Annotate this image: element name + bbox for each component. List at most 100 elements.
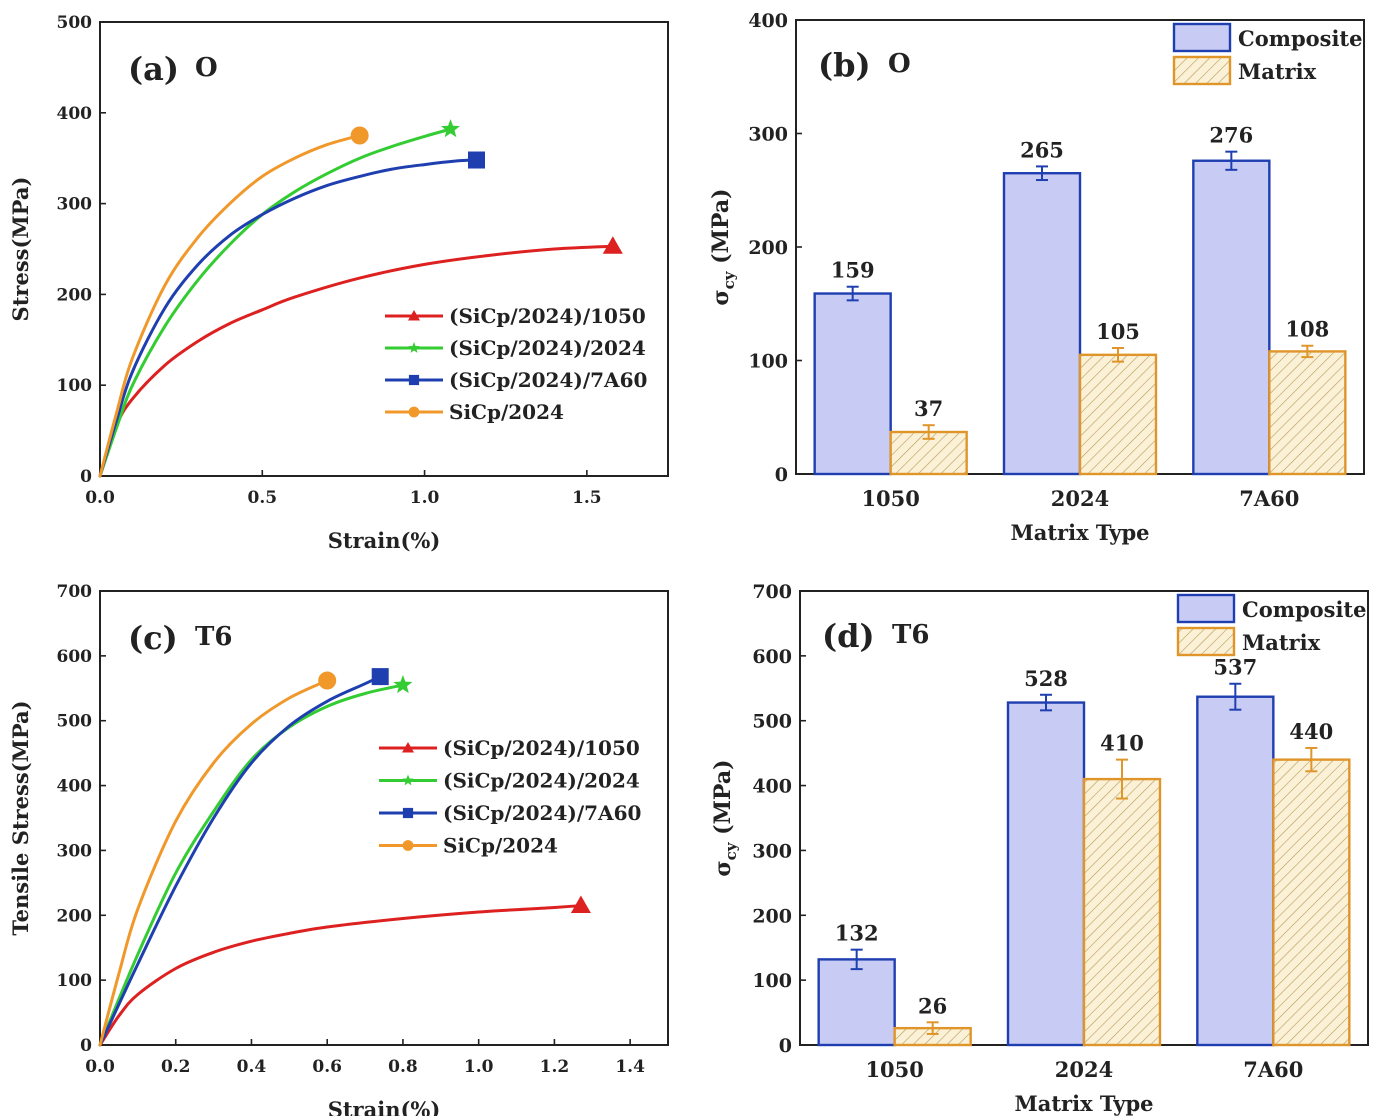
x-tick-label: 0.0	[85, 488, 115, 508]
legend-marker-1	[402, 742, 414, 753]
panel-d-bar-chart: 0 100 200 300 400 500 600 700 1050 132 26 2024 528 41…	[710, 581, 1369, 1116]
composite-bar-7A60	[1196, 695, 1275, 1047]
x-tick-label: 0.8	[388, 1057, 418, 1077]
x-tick-label: 1.0	[464, 1057, 494, 1077]
legend-swatch-2	[1176, 626, 1236, 657]
legend-swatch-2	[1172, 55, 1232, 86]
y-tick-label: 300	[57, 841, 93, 861]
y-tick-label: 400	[57, 777, 93, 797]
bar-value-label: 132	[835, 921, 879, 946]
legend-marker-4	[408, 406, 420, 418]
x-tick-label: 0.2	[161, 1057, 191, 1077]
series-line-1	[98, 244, 615, 478]
panel-label: (d)	[822, 617, 875, 655]
matrix-bar-2024	[1078, 353, 1158, 476]
x-axis-title: Strain(%)	[328, 528, 441, 553]
condition-label: T6	[892, 620, 929, 650]
matrix-bar-7A60	[1272, 758, 1351, 1047]
composite-bar-2024	[1006, 701, 1086, 1047]
bar-value-label: 108	[1285, 317, 1329, 342]
y-tick-label: 500	[752, 711, 792, 733]
y-tick-label: 700	[752, 581, 792, 603]
series-line-4	[98, 679, 329, 1047]
y-tick-label: 200	[57, 906, 93, 926]
y-tick-label: 300	[748, 124, 788, 146]
y-axis-subscript: cy	[720, 270, 738, 289]
legend-marker-4	[402, 840, 414, 851]
series-end-marker-3	[371, 668, 389, 686]
panel-label: (a)	[128, 50, 179, 88]
bar-value-label: 528	[1024, 666, 1068, 691]
legend-label-2: (SiCp/2024)/2024	[443, 769, 640, 793]
panel-c-line-chart: 0 100 200 300 400 500 600 700 0.0 0.2 0.4 0.6 0.8 1.0…	[8, 582, 669, 1116]
y-tick-label: 0	[775, 464, 788, 486]
series-line-2	[98, 127, 452, 478]
y-axis-unit: (MPa)	[708, 188, 734, 271]
y-tick-label: 400	[748, 10, 788, 32]
y-tick-label: 400	[752, 776, 792, 798]
x-category-label: 2024	[1051, 486, 1109, 511]
y-tick-label: 600	[752, 646, 792, 668]
legend-label-1: Composite	[1238, 26, 1363, 51]
legend-label-2: Matrix	[1242, 630, 1321, 655]
x-tick-label: 1.0	[410, 488, 440, 508]
panel-label: (c)	[128, 619, 178, 657]
bar-value-label: 410	[1100, 731, 1144, 756]
composite-bar-2024	[1002, 172, 1082, 476]
y-tick-label: 100	[748, 351, 788, 373]
panel-label: (b)	[818, 46, 871, 84]
y-tick-label: 100	[57, 971, 93, 991]
legend-swatch-1	[1176, 593, 1236, 624]
x-axis-title: Matrix Type	[1015, 1091, 1154, 1116]
y-tick-label: 400	[57, 104, 93, 124]
condition-label: O	[888, 49, 911, 79]
panel-a-line-chart: 0 100 200 300 400 500 0.0 0.5 1.0 1.5 Strain(%) Str…	[8, 13, 669, 553]
y-tick-label: 700	[57, 582, 93, 602]
panel-b-bar-chart: 0 100 200 300 400 1050 159 37 2024 265 105 7A60 276 1…	[708, 10, 1365, 545]
bar-value-label: 265	[1020, 137, 1064, 162]
matrix-bar-2024	[1082, 777, 1162, 1047]
y-tick-label: 200	[748, 237, 788, 259]
plot-frame	[99, 21, 669, 477]
y-tick-label: 100	[57, 376, 93, 396]
y-axis-title: Tensile Stress(MPa)	[8, 700, 33, 935]
legend-marker-2	[402, 774, 414, 786]
legend-marker-1	[408, 310, 420, 321]
legend-marker-3	[402, 807, 414, 819]
series-end-marker-4	[318, 671, 337, 690]
series-end-marker-2	[441, 119, 460, 138]
legend-swatch-1	[1172, 22, 1232, 53]
x-category-label: 1050	[861, 486, 919, 511]
x-tick-label: 0.0	[85, 1057, 115, 1077]
y-axis-title: σcy (MPa)	[708, 188, 738, 305]
legend-label-3: (SiCp/2024)/7A60	[449, 368, 647, 392]
y-tick-label: 300	[752, 840, 792, 862]
series-line-4	[98, 134, 362, 478]
y-tick-label: 0	[80, 467, 92, 487]
y-tick-label: 600	[57, 647, 93, 667]
composite-bar-1050	[817, 958, 896, 1047]
bar-value-label: 159	[831, 258, 875, 283]
legend-label-2: Matrix	[1238, 59, 1317, 84]
legend-label-1: Composite	[1242, 597, 1367, 622]
x-axis-title: Matrix Type	[1011, 520, 1150, 545]
condition-label: T6	[195, 622, 232, 652]
bar-value-label: 105	[1096, 319, 1140, 344]
y-tick-label: 100	[752, 970, 792, 992]
legend-label-1: (SiCp/2024)/1050	[449, 304, 646, 328]
x-tick-label: 0.4	[237, 1057, 267, 1077]
x-tick-label: 1.4	[615, 1057, 645, 1077]
composite-bar-7A60	[1192, 159, 1271, 476]
x-category-label: 2024	[1055, 1057, 1113, 1082]
legend-label-3: (SiCp/2024)/7A60	[443, 801, 641, 825]
y-axis-subscript: cy	[722, 841, 740, 860]
legend-label-1: (SiCp/2024)/1050	[443, 736, 640, 760]
series-end-marker-4	[350, 126, 369, 145]
y-tick-label: 500	[57, 13, 93, 33]
composite-bar-1050	[813, 292, 892, 476]
bar-value-label: 26	[918, 993, 947, 1018]
series-end-marker-1	[602, 236, 623, 254]
x-tick-label: 0.6	[312, 1057, 342, 1077]
x-category-label: 7A60	[1243, 1057, 1303, 1082]
